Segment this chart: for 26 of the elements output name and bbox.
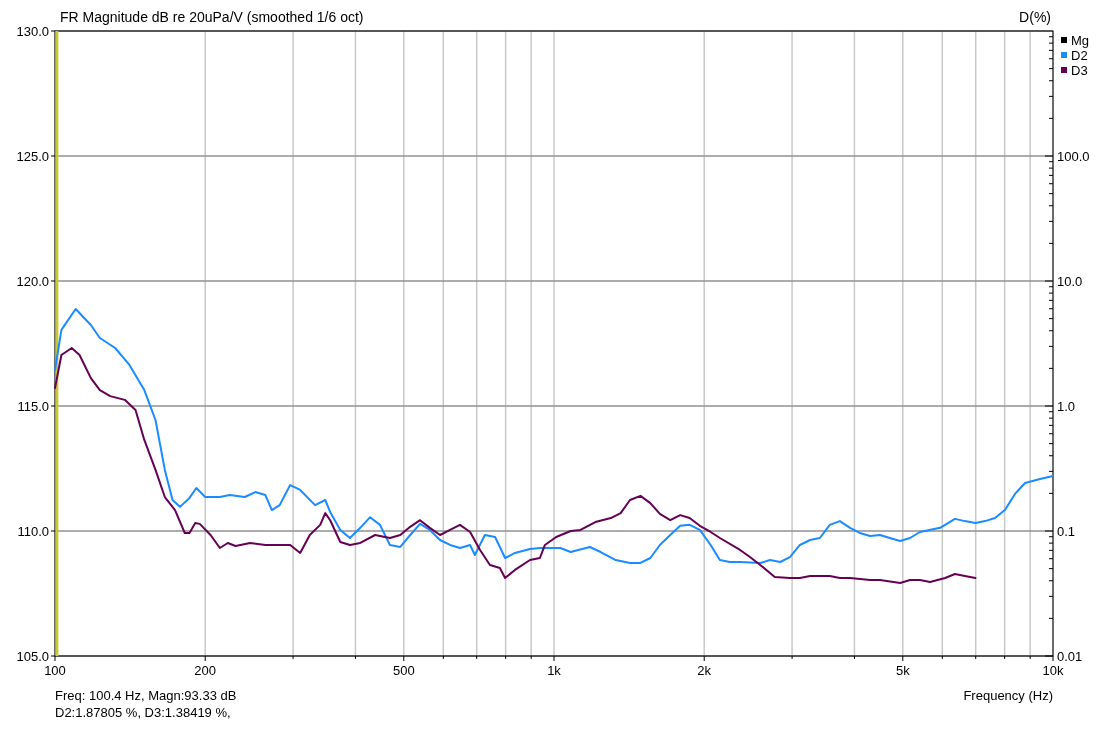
y2-tick-label: 110.0 [17,523,49,539]
legend-label: D3 [1071,62,1088,78]
y2-tick-label: 125.0 [16,148,49,164]
x-tick-label: 1k [547,663,562,678]
x-tick-label: 2k [697,663,712,678]
y-tick-label: 0.01 [1057,648,1083,664]
y-tick-label: 100.0 [1057,148,1090,164]
legend-label: Mg [1071,32,1090,48]
chart-title: FR Magnitude dB re 20uPa/V (smoothed 1/6 oct) [60,9,364,25]
x-axis-title: Frequency (Hz) [963,688,1053,703]
y2-tick-label: 115.0 [17,398,49,414]
y-tick-label: 1.0 [1057,398,1076,414]
x-tick-label: 100 [44,663,66,678]
x-tick-label: 10k [1042,663,1064,678]
text: Freq: 100.4 Hz, Magn:93.33 dB [55,688,237,703]
y-tick-label: 10.0 [1057,273,1083,289]
legend-label: D2 [1071,47,1088,63]
y-axis-title: D(%) [1019,9,1051,25]
y2-tick-label: 105.0 [16,648,49,664]
x-tick-label: 500 [392,663,415,678]
x-tick-label: 200 [194,663,217,678]
y2-tick-label: 130.0 [16,23,49,39]
y-tick-label: 0.1 [1057,523,1076,539]
y2-tick-label: 120.0 [16,273,49,289]
text: D2:1.87805 %, D3:1.38419 %, [55,705,231,720]
x-tick-label: 5k [895,663,911,678]
